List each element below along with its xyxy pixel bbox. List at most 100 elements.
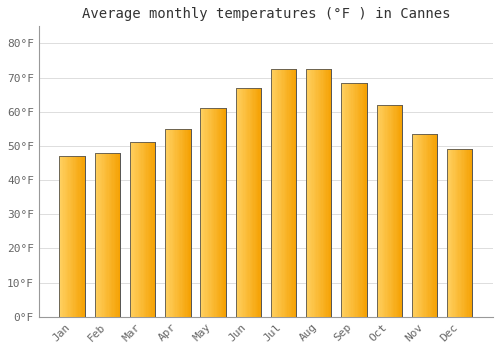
Bar (452, 149, 454, 317)
Bar (314, 69, 315, 317)
Bar (188, 129, 190, 317)
Bar (132, 142, 134, 317)
Bar (254, 88, 256, 317)
Bar (285, 69, 286, 317)
Bar (183, 129, 184, 317)
Bar (291, 69, 292, 317)
Bar (84, 156, 85, 317)
Bar (180, 129, 182, 317)
Bar (165, 129, 190, 317)
Bar (236, 88, 261, 317)
Bar (460, 149, 461, 317)
Bar (447, 149, 472, 317)
Bar (326, 69, 328, 317)
Bar (62, 156, 64, 317)
Bar (342, 83, 344, 317)
Bar (78, 156, 80, 317)
Bar (217, 108, 218, 317)
Bar (236, 88, 261, 317)
Bar (116, 153, 117, 317)
Bar (364, 83, 366, 317)
Bar (136, 142, 138, 317)
Bar (97, 153, 98, 317)
Bar (138, 142, 139, 317)
Bar (290, 69, 291, 317)
Bar (356, 83, 358, 317)
Bar (131, 142, 132, 317)
Bar (352, 83, 354, 317)
Bar (66, 156, 67, 317)
Bar (342, 83, 366, 317)
Bar (386, 105, 388, 317)
Bar (236, 88, 237, 317)
Bar (312, 69, 314, 317)
Bar (393, 105, 394, 317)
Bar (414, 134, 416, 317)
Bar (77, 156, 78, 317)
Bar (169, 129, 170, 317)
Bar (176, 129, 178, 317)
Bar (60, 156, 85, 317)
Bar (115, 153, 116, 317)
Bar (345, 83, 346, 317)
Bar (145, 142, 146, 317)
Bar (376, 105, 402, 317)
Bar (436, 134, 437, 317)
Bar (447, 149, 472, 317)
Bar (454, 149, 456, 317)
Bar (274, 69, 276, 317)
Bar (184, 129, 186, 317)
Bar (242, 88, 243, 317)
Bar (325, 69, 326, 317)
Bar (60, 156, 85, 317)
Bar (94, 153, 120, 317)
Bar (271, 69, 272, 317)
Bar (202, 108, 203, 317)
Bar (342, 83, 366, 317)
Bar (295, 69, 296, 317)
Bar (168, 129, 169, 317)
Bar (383, 105, 384, 317)
Bar (413, 134, 414, 317)
Bar (427, 134, 428, 317)
Bar (360, 83, 362, 317)
Bar (102, 153, 104, 317)
Bar (214, 108, 216, 317)
Bar (470, 149, 471, 317)
Bar (165, 129, 190, 317)
Bar (251, 88, 252, 317)
Bar (148, 142, 149, 317)
Bar (96, 153, 97, 317)
Bar (67, 156, 68, 317)
Bar (118, 153, 119, 317)
Bar (398, 105, 400, 317)
Bar (100, 153, 101, 317)
Bar (256, 88, 257, 317)
Bar (376, 105, 378, 317)
Bar (350, 83, 352, 317)
Bar (64, 156, 66, 317)
Bar (258, 88, 260, 317)
Bar (250, 88, 251, 317)
Bar (200, 108, 226, 317)
Bar (363, 83, 364, 317)
Bar (292, 69, 294, 317)
Bar (178, 129, 179, 317)
Bar (349, 83, 350, 317)
Bar (450, 149, 451, 317)
Bar (422, 134, 423, 317)
Bar (130, 142, 156, 317)
Bar (380, 105, 382, 317)
Bar (458, 149, 460, 317)
Bar (94, 153, 96, 317)
Bar (328, 69, 329, 317)
Bar (101, 153, 102, 317)
Bar (344, 83, 345, 317)
Bar (134, 142, 135, 317)
Bar (139, 142, 140, 317)
Bar (456, 149, 457, 317)
Bar (186, 129, 188, 317)
Bar (316, 69, 318, 317)
Bar (82, 156, 84, 317)
Bar (154, 142, 156, 317)
